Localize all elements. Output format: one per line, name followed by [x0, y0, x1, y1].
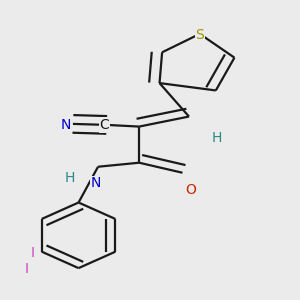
Text: H: H [65, 171, 75, 185]
Text: N: N [60, 118, 71, 132]
Text: H: H [212, 131, 222, 145]
Text: C: C [100, 118, 110, 132]
Text: I: I [25, 262, 28, 276]
Text: O: O [186, 183, 196, 197]
Text: N: N [91, 176, 101, 190]
Text: I: I [30, 246, 34, 260]
Text: S: S [195, 28, 204, 42]
